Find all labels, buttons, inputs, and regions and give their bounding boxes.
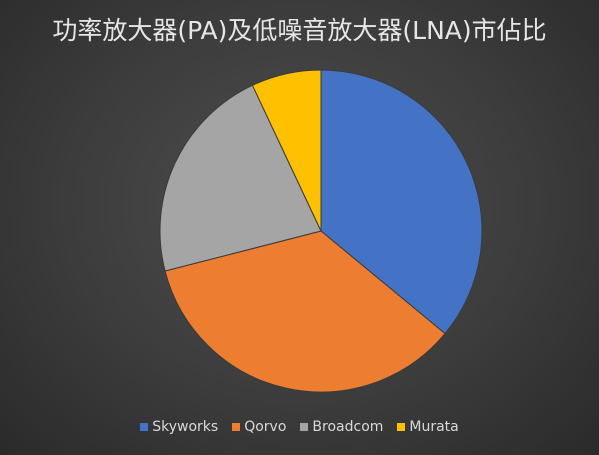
legend-item-broadcom: Broadcom xyxy=(300,417,383,437)
legend-item-murata: Murata xyxy=(397,417,459,437)
legend-label: Broadcom xyxy=(312,419,384,435)
pie-slice-broadcom xyxy=(159,84,322,272)
legend-label: Skyworks xyxy=(152,419,219,435)
chart-legend: Skyworks Qorvo Broadcom Murata xyxy=(0,417,599,437)
legend-swatch xyxy=(397,423,406,431)
chart-title: 功率放大器(PA)及低噪音放大器(LNA)市佔比 xyxy=(52,16,547,45)
legend-item-skyworks: Skyworks xyxy=(140,417,218,437)
pie-slice-qorvo xyxy=(164,230,446,393)
pie-slice-skyworks xyxy=(320,69,483,335)
legend-item-qorvo: Qorvo xyxy=(232,417,286,437)
legend-label: Qorvo xyxy=(244,419,287,435)
legend-label: Murata xyxy=(409,419,459,435)
legend-swatch xyxy=(140,423,149,431)
pie-slice-murata xyxy=(251,69,322,232)
legend-swatch xyxy=(300,423,309,431)
legend-swatch xyxy=(232,423,241,431)
